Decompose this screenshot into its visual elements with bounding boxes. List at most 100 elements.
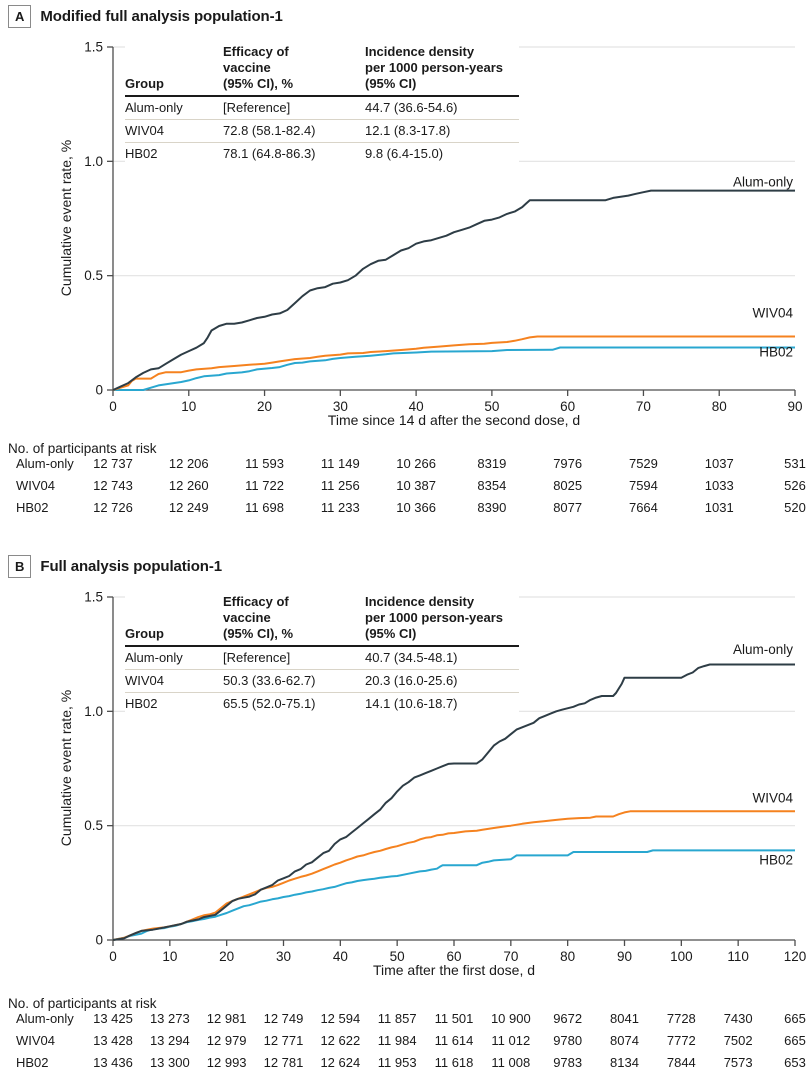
risk-value: 665 [784, 1033, 806, 1048]
panel-b-y-axis-title: Cumulative event rate, % [58, 689, 74, 847]
risk-value: 12 993 [206, 1055, 247, 1070]
risk-value: 520 [784, 500, 806, 515]
panel-b-letter-badge: B [8, 555, 32, 578]
risk-row-label: Alum-only [16, 1011, 74, 1026]
inset-table-cell: 40.7 (34.5-48.1) [365, 649, 458, 665]
panel-b-x-axis-title: Time after the first dose, d [372, 962, 536, 978]
risk-value: 13 273 [149, 1011, 190, 1026]
series-label-hb02: HB02 [759, 345, 793, 360]
risk-value: 12 726 [93, 500, 133, 515]
risk-value: 7594 [628, 478, 658, 493]
panel-a-x-axis-title: Time since 14 d after the second dose, d [327, 412, 581, 428]
risk-value: 11 256 [320, 478, 360, 493]
series-line-wiv04 [112, 810, 795, 941]
panel-a-title: Modified full analysis population-1 [40, 8, 283, 25]
series-label-wiv04: WIV04 [752, 305, 793, 320]
risk-value: 8134 [610, 1055, 639, 1070]
x-tick-label: 70 [636, 399, 651, 414]
risk-value: 8390 [477, 500, 507, 515]
inset-table-cell: 72.8 (58.1-82.4) [223, 122, 316, 138]
risk-value: 8074 [610, 1033, 639, 1048]
panel-b-risk-table-title: No. of participants at risk [8, 996, 157, 1011]
inset-table-cell: WIV04 [125, 122, 165, 138]
x-tick-label: 50 [484, 399, 499, 414]
inset-table-cell: 14.1 (10.6-18.7) [365, 695, 458, 711]
y-tick-label: 1.0 [84, 154, 103, 169]
risk-value: 7844 [666, 1055, 696, 1070]
y-tick-label: 1.5 [84, 590, 103, 605]
inset-table-row: WIV04 72.8 (58.1-82.4) 12.1 (8.3-17.8) [125, 118, 519, 142]
risk-value: 11 614 [434, 1033, 474, 1048]
risk-value: 8077 [553, 500, 583, 515]
y-tick-label: 0 [95, 933, 103, 948]
series-line-alum-only [112, 663, 795, 941]
risk-value: 10 266 [396, 456, 436, 471]
inset-table-row: HB02 78.1 (64.8-86.3) 9.8 (6.4-15.0) [125, 141, 519, 165]
risk-value: 7976 [553, 456, 583, 471]
risk-value: 12 737 [93, 456, 133, 471]
risk-value: 11 722 [245, 478, 284, 493]
inset-table-cell: HB02 [125, 695, 158, 711]
risk-value: 7430 [723, 1011, 753, 1026]
risk-value: 7772 [666, 1033, 696, 1048]
x-tick-label: 90 [617, 949, 632, 964]
risk-value: 10 387 [396, 478, 436, 493]
series-line-hb02 [113, 346, 795, 391]
x-tick-label: 100 [670, 949, 693, 964]
inset-table-cell: 12.1 (8.3-17.8) [365, 122, 451, 138]
risk-value: 12 624 [320, 1055, 361, 1070]
risk-value: 10 900 [490, 1011, 531, 1026]
x-tick-label: 40 [333, 949, 348, 964]
series-label-hb02: HB02 [759, 852, 793, 867]
risk-value: 7728 [666, 1011, 696, 1026]
risk-value: 526 [784, 478, 806, 493]
inset-table-header-row: Group Efficacy of vaccine (95% CI), % Inci… [125, 44, 519, 97]
risk-value: 12 743 [93, 478, 133, 493]
inset-table-cell: WIV04 [125, 672, 165, 688]
panel-a-risk-table: No. of participants at risk Alum-only 12 … [0, 441, 810, 531]
risk-row-label: HB02 [16, 500, 49, 515]
risk-value: 12 749 [263, 1011, 304, 1026]
x-tick-label: 60 [446, 949, 461, 964]
inset-table-cell: Alum-only [125, 649, 183, 665]
risk-value: 12 981 [206, 1011, 247, 1026]
inset-table-header-cell: Efficacy of vaccine (95% CI), % [223, 594, 294, 641]
risk-value: 9783 [553, 1055, 583, 1070]
x-tick-label: 50 [390, 949, 405, 964]
risk-value: 13 425 [93, 1011, 133, 1026]
panel-b-risk-table: No. of participants at risk Alum-only 13 … [0, 996, 810, 1076]
risk-value: 13 294 [149, 1033, 190, 1048]
risk-value: 11 618 [434, 1055, 474, 1070]
x-tick-label: 40 [409, 399, 424, 414]
risk-value: 11 008 [491, 1055, 531, 1070]
risk-value: 7529 [628, 456, 658, 471]
risk-value: 12 781 [263, 1055, 304, 1070]
panel-b-plot: 0 0.5 1.0 1.5 0 10 20 30 40 50 60 70 80 90 100 110 120 Al… [84, 590, 806, 965]
y-tick-label: 1.0 [84, 704, 103, 719]
x-tick-label: 80 [712, 399, 727, 414]
panel-b-header: B Full analysis population-1 [8, 555, 222, 578]
risk-value: 12 771 [263, 1033, 304, 1048]
panel-b-inset-table: Group Efficacy of vaccine (95% CI), % Inci… [125, 594, 519, 715]
risk-value: 8025 [553, 478, 583, 493]
x-tick-label: 60 [560, 399, 575, 414]
x-tick-label: 90 [787, 399, 802, 414]
panel-b-title: Full analysis population-1 [40, 558, 222, 575]
series-line-alum-only [112, 189, 795, 391]
inset-table-cell: 65.5 (52.0-75.1) [223, 695, 316, 711]
risk-row-label: WIV04 [16, 478, 56, 493]
x-tick-label: 10 [181, 399, 196, 414]
x-tick-label: 110 [727, 949, 749, 964]
risk-value: 13 428 [93, 1033, 133, 1048]
risk-value: 8319 [477, 456, 507, 471]
risk-value: 11 593 [245, 456, 284, 471]
risk-value: 7502 [723, 1033, 753, 1048]
risk-value: 11 012 [491, 1033, 531, 1048]
x-tick-label: 20 [257, 399, 272, 414]
risk-value: 11 501 [434, 1011, 474, 1026]
risk-value: 13 436 [93, 1055, 133, 1070]
x-tick-label: 20 [219, 949, 234, 964]
panel-a-header: A Modified full analysis population-1 [8, 5, 283, 28]
risk-value: 11 149 [320, 456, 360, 471]
risk-value: 11 984 [377, 1033, 417, 1048]
